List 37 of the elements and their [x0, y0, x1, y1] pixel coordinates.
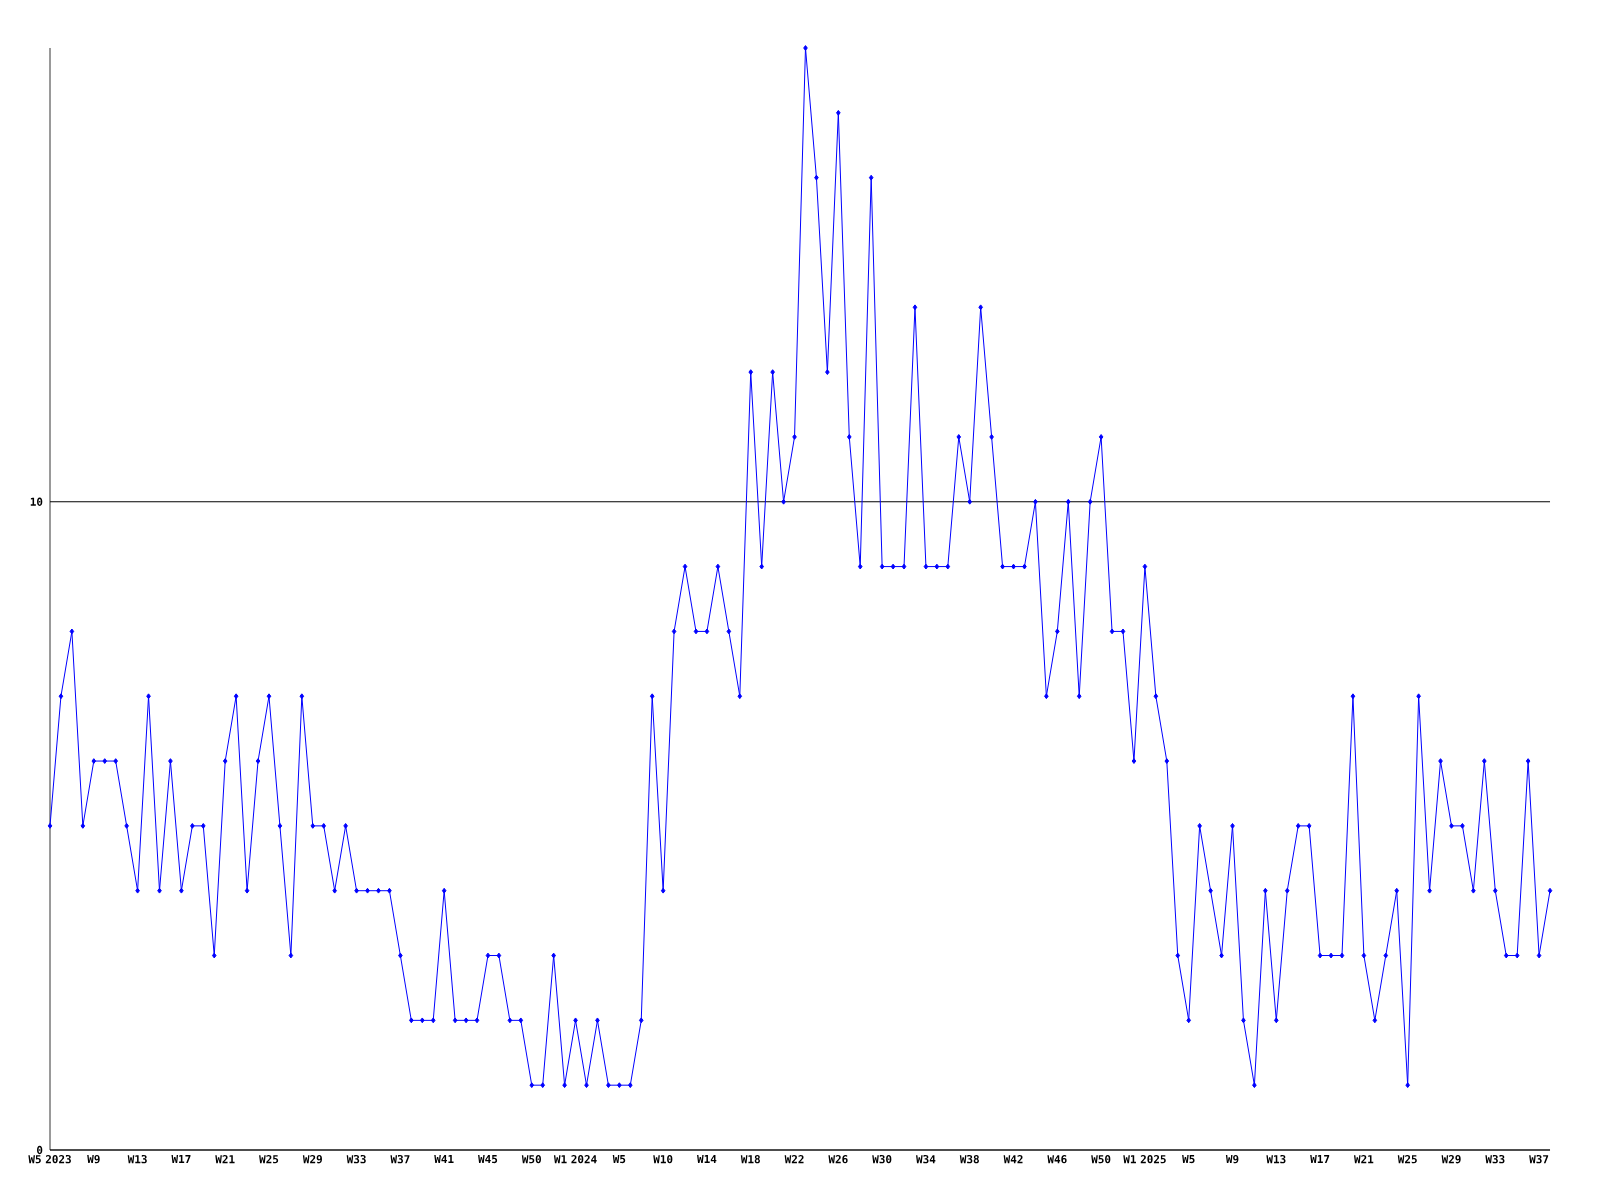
x-tick-label: W13 — [1266, 1155, 1286, 1164]
x-tick-label: W42 — [1003, 1155, 1023, 1164]
x-tick-label: W13 — [127, 1155, 147, 1164]
x-tick-label: W10 — [653, 1155, 673, 1164]
x-tick-label: W22 — [784, 1155, 804, 1164]
x-tick-label: W14 — [697, 1155, 717, 1164]
x-tick-label: W5 — [612, 1155, 626, 1164]
x-tick-label: W5 2023 — [28, 1155, 71, 1164]
x-tick-label: W17 — [171, 1155, 191, 1164]
x-tick-label: W33 — [1485, 1155, 1505, 1164]
y-tick-label: 0 — [37, 1145, 43, 1155]
x-tick-label: W25 — [259, 1155, 279, 1164]
x-tick-label: W1 2025 — [1123, 1155, 1166, 1164]
x-tick-label: W29 — [302, 1155, 322, 1164]
x-tick-label: W21 — [1353, 1155, 1374, 1164]
x-tick-label: W1 2024 — [553, 1155, 597, 1164]
x-tick-label: W29 — [1441, 1155, 1461, 1164]
x-tick-label: W33 — [346, 1155, 366, 1164]
x-tick-label: W25 — [1397, 1155, 1417, 1164]
x-tick-label: W50 — [521, 1155, 541, 1164]
x-tick-label: W38 — [959, 1155, 979, 1164]
x-tick-label: W30 — [872, 1155, 892, 1164]
x-tick-label: W37 — [1529, 1155, 1549, 1164]
x-tick-label: W26 — [828, 1155, 848, 1164]
x-tick-label: W41 — [434, 1155, 454, 1164]
x-tick-label: W9 — [87, 1155, 100, 1164]
x-tick-label: W50 — [1091, 1155, 1111, 1164]
x-tick-label: W34 — [916, 1155, 936, 1164]
x-tick-label: W9 — [1225, 1155, 1239, 1164]
x-tick-label: W21 — [215, 1155, 235, 1164]
x-tick-label: W45 — [478, 1155, 498, 1164]
x-tick-label: W18 — [740, 1155, 760, 1164]
x-tick-label: W46 — [1047, 1155, 1067, 1164]
x-tick-label: W5 — [1182, 1155, 1195, 1164]
y-tick-label: 10 — [30, 497, 43, 506]
x-tick-label: W37 — [390, 1155, 410, 1164]
x-tick-label: W17 — [1310, 1155, 1330, 1164]
